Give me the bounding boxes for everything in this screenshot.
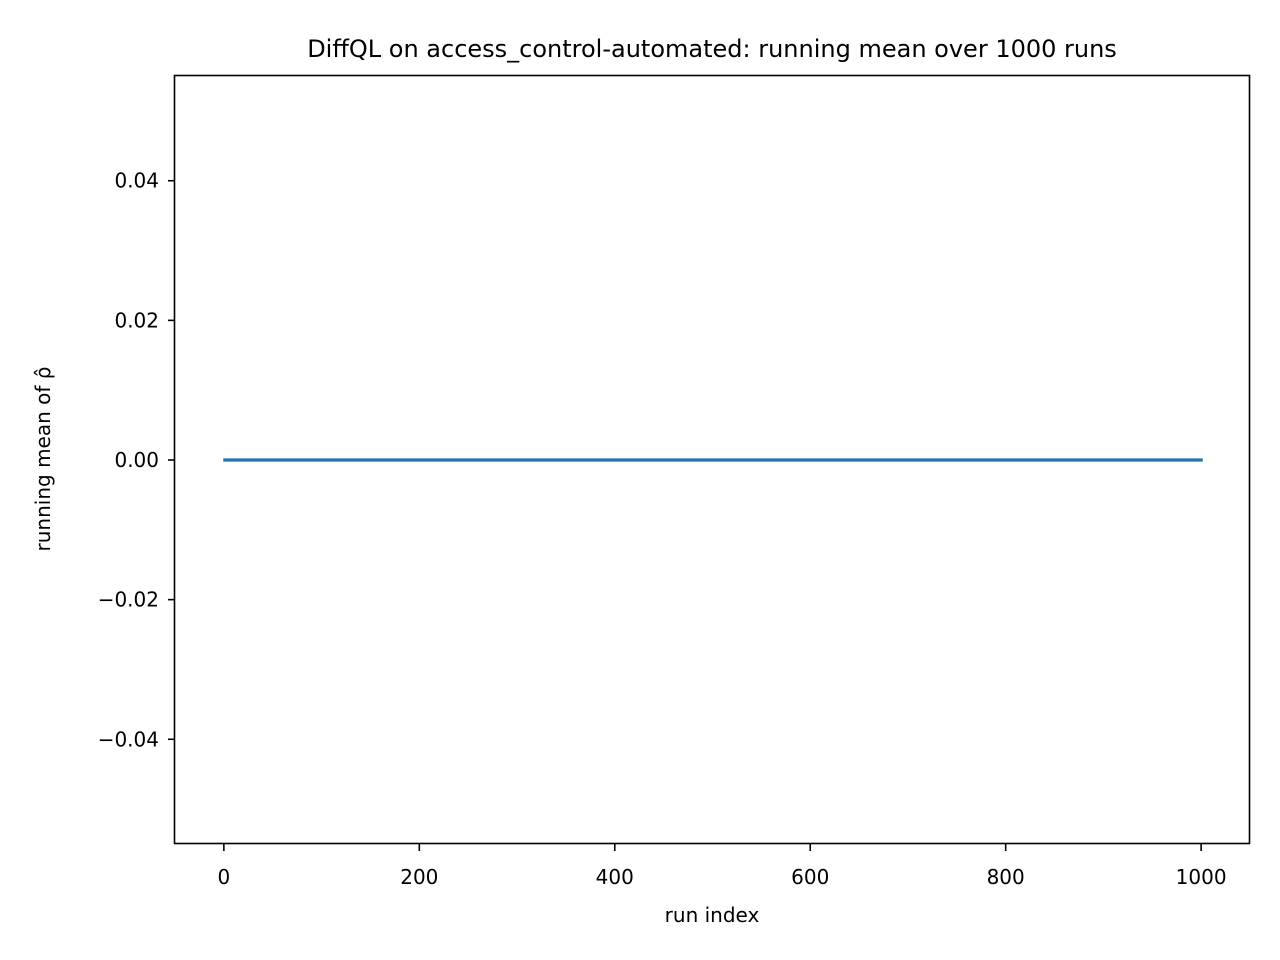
y-tick-label: −0.02 — [98, 588, 159, 612]
y-tick-label: 0.02 — [114, 308, 159, 332]
x-tick-label: 400 — [596, 865, 634, 889]
y-axis-ticks: 0.04 0.02 0.00 −0.02 −0.04 — [98, 169, 175, 751]
x-tick-label: 600 — [791, 865, 829, 889]
chart-title: DiffQL on access_control-automated: runn… — [307, 35, 1117, 63]
y-tick-label: 0.00 — [114, 448, 159, 472]
x-tick-label: 200 — [400, 865, 438, 889]
y-axis-label: running mean of ρ̂ — [31, 367, 55, 552]
plot-area-frame — [173, 74, 1251, 845]
y-tick-label: 0.04 — [114, 169, 159, 193]
x-tick-label: 1000 — [1176, 865, 1227, 889]
x-axis-ticks: 0 200 400 600 800 1000 — [217, 844, 1227, 889]
x-axis-label: run index — [665, 903, 760, 927]
y-tick-label: −0.04 — [98, 727, 159, 751]
x-tick-label: 800 — [987, 865, 1025, 889]
x-tick-label: 0 — [217, 865, 230, 889]
